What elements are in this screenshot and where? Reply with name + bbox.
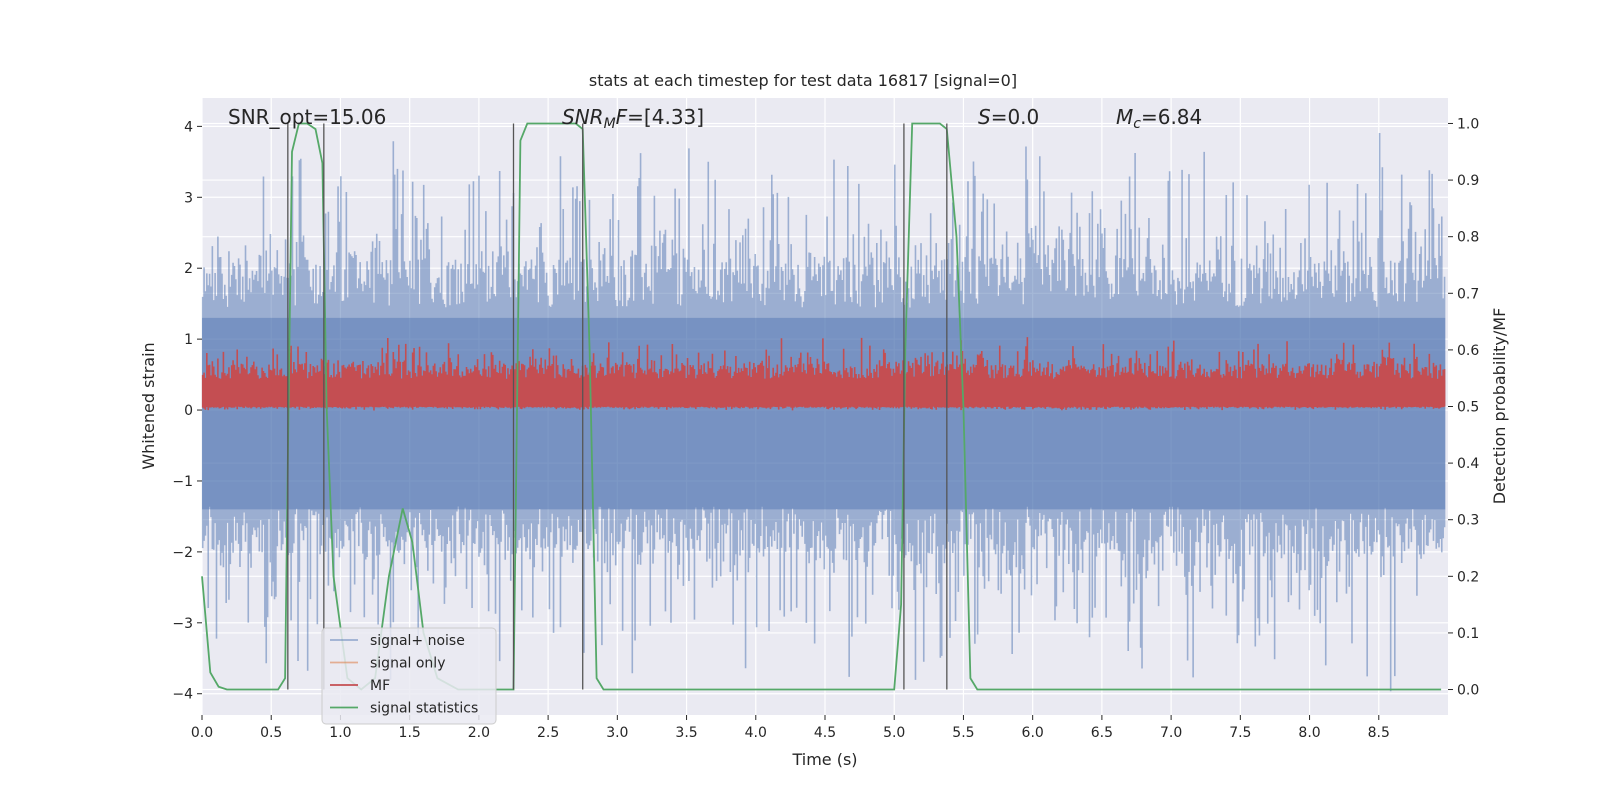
y-tick-label: 4 — [184, 119, 193, 135]
annotation-part: =6.84 — [1141, 105, 1202, 129]
annotation-snr-mf: SNRMF=[4.33] — [562, 105, 704, 132]
x-tick-label: 4.0 — [745, 725, 767, 741]
event-markers — [287, 123, 948, 690]
y2-tick-label: 0.0 — [1457, 683, 1479, 699]
legend-label: signal+ noise — [370, 633, 465, 649]
y2-tick-label: 0.5 — [1457, 400, 1479, 416]
annotation-part: =[4.33] — [627, 105, 704, 129]
chart-title: stats at each timestep for test data 168… — [589, 71, 1017, 90]
x-axis-label: Time (s) — [791, 750, 857, 769]
x-tick-label: 2.5 — [537, 725, 559, 741]
annotations: SNR_opt=15.06 SNRMF=[4.33] S=0.0 Mc=6.84 — [228, 105, 1202, 132]
x-tick-label: 5.5 — [952, 725, 974, 741]
legend: signal+ noise signal only MF signal statist… — [321, 627, 497, 725]
annotation-part: M — [604, 116, 616, 132]
y-axis-label: Whitened strain — [139, 342, 158, 469]
x-tick-label: 0.0 — [191, 725, 213, 741]
x-tick-label: 7.0 — [1160, 725, 1182, 741]
annotation-snr-opt: SNR_opt=15.06 — [228, 105, 386, 129]
x-axis: 0.0 0.5 1.0 1.5 2.0 2.5 3.0 3.5 4.0 4.5 5.0 5.5 6.0 6… — [191, 715, 1390, 741]
x-tick-label: 8.5 — [1368, 725, 1390, 741]
y-tick-label: 1 — [184, 332, 193, 348]
annotation-part: S — [978, 105, 991, 129]
y2-tick-label: 0.4 — [1457, 456, 1479, 472]
x-tick-label: 2.0 — [468, 725, 490, 741]
x-tick-label: 6.0 — [1022, 725, 1044, 741]
y-tick-label: 0 — [184, 403, 193, 419]
annotation-part: F — [616, 105, 628, 129]
series-layer — [201, 122, 1446, 692]
y2-tick-label: 0.1 — [1457, 626, 1479, 642]
x-tick-label: 6.5 — [1091, 725, 1113, 741]
y2-tick-label: 0.9 — [1457, 173, 1479, 189]
y2-tick-label: 0.6 — [1457, 343, 1479, 359]
annotation-part: c — [1133, 116, 1141, 132]
y2-tick-label: 0.3 — [1457, 513, 1479, 529]
y-tick-label: −1 — [172, 474, 193, 490]
y2-tick-label: 0.2 — [1457, 569, 1479, 585]
legend-label: signal statistics — [370, 701, 478, 717]
x-tick-label: 5.0 — [883, 725, 905, 741]
annotation-part: =0.0 — [991, 105, 1040, 129]
y2-tick-label: 0.8 — [1457, 230, 1479, 246]
annotation-part: SNR — [562, 105, 604, 129]
legend-label: signal only — [370, 656, 445, 672]
x-tick-label: 3.0 — [606, 725, 628, 741]
y-tick-label: −2 — [172, 545, 193, 561]
legend-box — [321, 627, 497, 725]
y2-axis-label: Detection probability/MF — [1490, 308, 1509, 505]
series-mf — [201, 337, 1446, 411]
x-tick-label: 4.5 — [814, 725, 836, 741]
y-axis-right: 0.0 0.1 0.2 0.3 0.4 0.5 0.6 0.7 0.8 0.9 1.0 — [1448, 116, 1479, 699]
legend-label: MF — [370, 678, 390, 694]
y-axis-left: −4 −3 −2 −1 0 1 2 3 4 — [172, 119, 202, 703]
x-tick-label: 8.0 — [1298, 725, 1320, 741]
x-tick-label: 0.5 — [260, 725, 282, 741]
y2-tick-label: 1.0 — [1457, 116, 1479, 132]
annotation-mc-value: Mc=6.84 — [1116, 105, 1202, 132]
x-tick-label: 7.5 — [1229, 725, 1251, 741]
x-tick-label: 1.5 — [399, 725, 421, 741]
y2-tick-label: 0.7 — [1457, 286, 1479, 302]
annotation-part: SNR_opt=15.06 — [228, 105, 386, 129]
annotation-s-value: S=0.0 — [978, 105, 1039, 129]
y-tick-label: −4 — [172, 687, 193, 703]
y-tick-label: −3 — [172, 616, 193, 632]
x-tick-label: 1.0 — [329, 725, 351, 741]
annotation-part: M — [1116, 105, 1133, 129]
x-tick-label: 3.5 — [675, 725, 697, 741]
y-tick-label: 3 — [184, 190, 193, 206]
y-tick-label: 2 — [184, 261, 193, 277]
